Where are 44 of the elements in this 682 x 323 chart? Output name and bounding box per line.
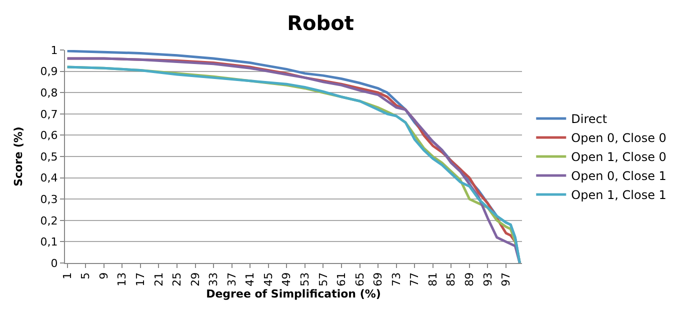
legend-label: Open 0, Close 1	[571, 169, 666, 184]
x-tick-label: 69	[372, 272, 385, 286]
x-tick-label: 25	[170, 272, 184, 286]
x-tick-label: 65	[353, 272, 366, 286]
x-tick-label: 21	[152, 272, 166, 286]
x-tick-label: 49	[280, 272, 294, 286]
x-tick-label: 57	[316, 272, 330, 286]
x-tick-label: 45	[262, 272, 275, 286]
x-tick-label: 9	[97, 272, 110, 280]
y-tick-label: 0,3	[40, 192, 58, 206]
legend-label: Open 1, Close 0	[571, 150, 666, 164]
y-tick-label: 0,9	[40, 65, 58, 78]
x-tick-label: 97	[500, 272, 513, 286]
y-tick-label: 0,7	[40, 108, 58, 121]
x-tick-label: 37	[225, 272, 238, 286]
x-tick-label: 73	[390, 272, 403, 286]
x-tick-label: 13	[116, 272, 129, 286]
x-tick-label: 1	[60, 272, 74, 280]
x-tick-label: 61	[335, 272, 348, 286]
x-tick-label: 81	[426, 272, 440, 286]
x-tick-label: 77	[408, 272, 422, 286]
x-tick-label: 93	[481, 272, 494, 286]
y-tick-label: 0,1	[40, 236, 58, 249]
x-tick-label: 89	[463, 272, 476, 286]
y-tick-label: 0,5	[40, 150, 58, 164]
y-axis-title: Score (%)	[12, 126, 25, 186]
legend-label: Direct	[571, 112, 608, 126]
y-tick-label: 0	[50, 256, 58, 270]
y-tick-label: 0,8	[40, 86, 58, 100]
x-tick-label: 29	[188, 272, 202, 286]
x-tick-label: 17	[134, 272, 147, 286]
y-tick-label: 0,4	[40, 172, 58, 185]
x-tick-label: 53	[298, 272, 312, 286]
x-tick-label: 33	[207, 272, 220, 286]
legend-label: Open 0, Close 0	[571, 131, 666, 146]
y-tick-label: 0,2	[40, 214, 58, 228]
x-tick-label: 85	[444, 272, 458, 286]
y-tick-label: 1	[50, 44, 58, 57]
legend-label: Open 1, Close 1	[571, 188, 666, 202]
x-tick-label: 5	[79, 272, 92, 280]
x-tick-label: 41	[244, 272, 257, 286]
x-axis-title: Degree of Simplification (%)	[206, 288, 381, 301]
y-tick-label: 0,6	[40, 129, 58, 142]
chart-title: Robot	[287, 11, 354, 36]
